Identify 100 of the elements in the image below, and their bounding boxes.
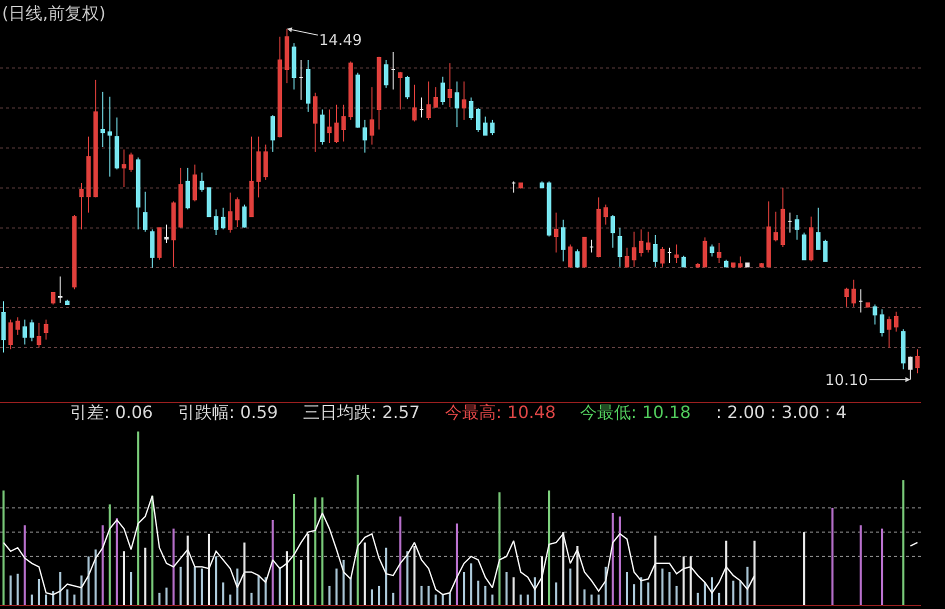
candlestick xyxy=(872,304,878,325)
candlestick xyxy=(79,182,84,230)
bar xyxy=(108,504,111,605)
candlestick xyxy=(646,231,650,254)
bar xyxy=(194,566,196,605)
candlestick xyxy=(65,299,70,305)
candlestick xyxy=(716,242,722,264)
text: 三日均跌: 2.57 xyxy=(303,403,420,423)
candlestick xyxy=(44,319,48,340)
bar xyxy=(583,589,586,605)
bar xyxy=(307,534,310,605)
candlestick xyxy=(426,81,431,120)
candlestick xyxy=(660,246,665,268)
bar xyxy=(860,525,862,605)
bar xyxy=(434,594,437,605)
candlestick xyxy=(724,259,728,268)
candlestick xyxy=(405,75,410,100)
candlestick xyxy=(412,84,417,122)
candlestick xyxy=(667,247,672,264)
candlestick xyxy=(653,234,658,268)
candlestick xyxy=(440,76,446,106)
candlestick xyxy=(50,292,56,305)
candlestick xyxy=(745,262,750,268)
candlestick xyxy=(851,279,856,308)
candlestick xyxy=(710,244,714,258)
bar xyxy=(484,586,486,605)
candlestick xyxy=(674,244,679,264)
candlestick xyxy=(200,172,204,192)
candlestick xyxy=(618,227,622,268)
bar xyxy=(258,576,260,605)
bar xyxy=(215,556,218,605)
candlestick xyxy=(844,287,849,308)
bar xyxy=(512,577,515,605)
bar xyxy=(66,589,68,605)
text: : 2.00 : 3.00 : 4 xyxy=(716,403,847,423)
candlestick xyxy=(306,59,310,112)
bar xyxy=(158,592,160,605)
bar xyxy=(24,525,26,605)
bar xyxy=(2,490,5,605)
chart-title: (日线,前复权) xyxy=(2,4,106,24)
candlestick xyxy=(823,239,828,262)
candlestick xyxy=(320,108,325,146)
bar xyxy=(880,528,884,605)
bar xyxy=(16,574,19,605)
candlestick xyxy=(278,36,282,138)
bar xyxy=(569,568,572,605)
bar xyxy=(682,556,685,605)
candlestick xyxy=(575,248,580,268)
candlestick xyxy=(696,262,700,268)
bar xyxy=(498,492,501,605)
candlestick xyxy=(164,224,169,244)
bar xyxy=(462,572,466,605)
candlestick xyxy=(759,262,764,268)
candlestick xyxy=(638,228,644,258)
candlestick xyxy=(235,196,240,228)
bar xyxy=(292,494,296,605)
candlestick xyxy=(780,187,786,248)
candlestick xyxy=(511,180,516,194)
bar xyxy=(364,542,366,605)
bar xyxy=(314,497,316,605)
text: 引跌幅: 0.59 xyxy=(178,403,278,423)
candlestick xyxy=(794,214,800,240)
candlestick xyxy=(15,316,20,336)
candlestick xyxy=(702,236,708,268)
bar xyxy=(526,594,529,605)
candlestick xyxy=(894,311,898,332)
bar xyxy=(59,572,62,605)
text: 今最高: 10.48 xyxy=(445,403,556,423)
bar xyxy=(413,546,416,605)
bar xyxy=(328,586,330,605)
candlestick xyxy=(143,191,148,232)
candlestick xyxy=(454,81,460,128)
candlestick xyxy=(604,204,608,226)
candlestick xyxy=(476,107,480,132)
candlestick xyxy=(86,136,91,214)
candlestick xyxy=(8,319,13,350)
bar xyxy=(803,532,806,605)
bar xyxy=(356,474,359,605)
candlestick xyxy=(858,288,864,313)
candlestick xyxy=(468,97,474,120)
candlestick xyxy=(589,239,594,254)
candlestick xyxy=(448,62,452,108)
bar xyxy=(144,548,146,605)
text: 今最低: 10.18 xyxy=(580,403,691,423)
bar xyxy=(370,589,374,605)
candlestick xyxy=(774,211,778,242)
bar xyxy=(165,588,168,605)
bar xyxy=(668,572,671,605)
bar xyxy=(392,592,394,605)
candlestick xyxy=(150,228,155,268)
bar xyxy=(590,594,593,605)
candlestick xyxy=(915,348,920,374)
bar xyxy=(626,572,628,605)
bar xyxy=(130,572,132,605)
candlestick xyxy=(370,86,374,146)
bar xyxy=(286,551,288,605)
bar xyxy=(172,528,175,605)
candlestick xyxy=(901,328,906,370)
candlestick xyxy=(36,322,42,348)
candlestick xyxy=(157,227,162,260)
